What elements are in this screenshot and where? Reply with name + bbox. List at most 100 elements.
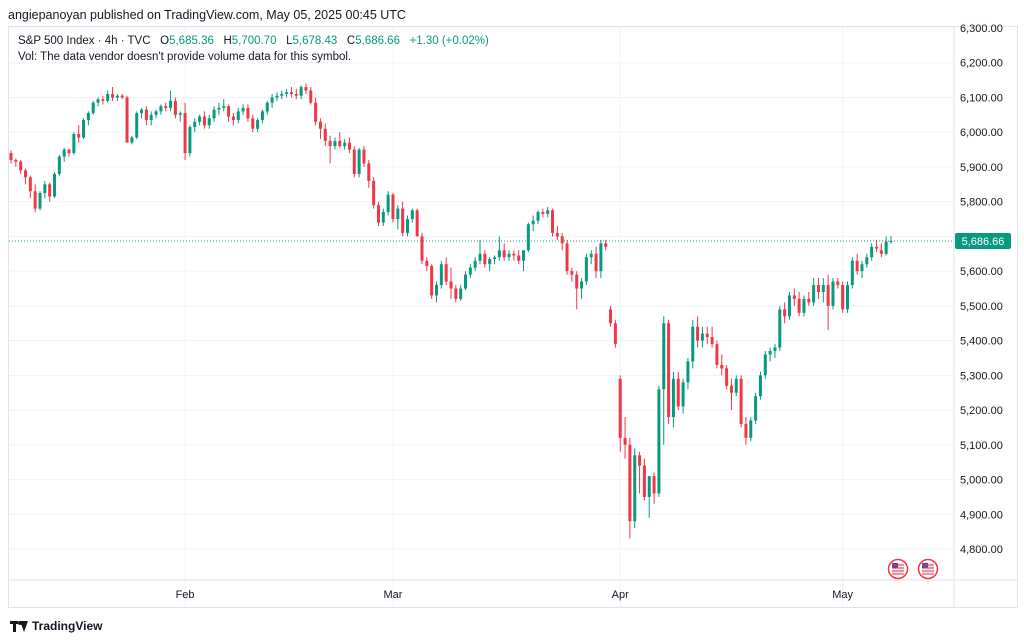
candle xyxy=(169,90,173,112)
candle xyxy=(159,104,163,115)
candle xyxy=(686,357,690,390)
candle xyxy=(464,271,468,291)
price-tick-label: 5,400.00 xyxy=(960,336,1003,348)
candle xyxy=(352,146,356,178)
candle-body xyxy=(260,111,264,121)
candle-body xyxy=(459,288,463,299)
candle xyxy=(831,278,835,310)
candle-body xyxy=(628,444,632,522)
candle xyxy=(763,351,767,379)
candle-body xyxy=(222,106,226,108)
candle xyxy=(512,250,516,261)
candle-body xyxy=(178,113,182,115)
candle-body xyxy=(841,285,845,310)
candle xyxy=(217,102,221,115)
candle-body xyxy=(72,133,76,154)
candle-body xyxy=(314,102,318,122)
candle xyxy=(62,147,66,162)
candle-body xyxy=(541,212,545,214)
candle-body xyxy=(130,137,134,143)
candle xyxy=(449,267,453,299)
candle-body xyxy=(125,97,129,143)
candle xyxy=(67,148,71,157)
candle xyxy=(38,191,42,211)
candle-body xyxy=(28,177,32,192)
candle xyxy=(497,236,501,261)
candle xyxy=(778,305,782,352)
candle-body xyxy=(855,260,859,272)
candle xyxy=(82,118,86,140)
candle xyxy=(681,378,685,414)
candle-body xyxy=(821,285,825,292)
candle xyxy=(183,102,187,160)
candle-body xyxy=(671,378,675,418)
candle-body xyxy=(96,99,100,103)
candle xyxy=(758,371,762,400)
candle xyxy=(879,243,883,258)
candle-body xyxy=(391,194,395,220)
candle xyxy=(807,291,811,306)
candle-body xyxy=(754,396,758,421)
legend-open-label: O xyxy=(160,35,170,47)
candle-body xyxy=(9,153,13,160)
candle-body xyxy=(700,333,704,341)
candle-body xyxy=(802,298,806,313)
candle xyxy=(125,95,129,143)
candle xyxy=(749,417,753,442)
candle xyxy=(604,239,608,251)
candle-body xyxy=(333,140,337,147)
candle xyxy=(526,222,530,253)
candle xyxy=(439,260,443,289)
candle-body xyxy=(763,354,767,376)
candle xyxy=(845,281,849,313)
legend-close-value: 5,686.66 xyxy=(355,35,400,47)
candle xyxy=(667,319,671,424)
candle-body xyxy=(164,106,168,108)
candle xyxy=(594,246,598,279)
candle xyxy=(821,278,825,303)
chart-frame[interactable] xyxy=(8,26,1018,608)
candle xyxy=(531,215,535,232)
time-axis: Feb Mar Apr May xyxy=(176,589,854,601)
price-axis: 6,300.00 6,200.00 6,100.00 6,000.00 5,900.00… xyxy=(960,23,1003,556)
candle-body xyxy=(483,253,487,265)
candle-body xyxy=(642,465,646,497)
price-tick-label: 5,200.00 xyxy=(960,405,1003,417)
candle-body xyxy=(638,455,642,466)
candle-body xyxy=(662,323,666,390)
candle xyxy=(289,87,293,98)
candle xyxy=(541,208,545,218)
candle xyxy=(584,253,588,286)
candle-body xyxy=(710,337,714,345)
candle-body xyxy=(657,389,661,494)
candle xyxy=(415,208,419,237)
candle-body xyxy=(405,219,409,233)
legend-low-label: L xyxy=(286,35,293,47)
candle-body xyxy=(647,476,651,497)
legend-change: +1.30 (+0.02%) xyxy=(409,35,489,47)
candle xyxy=(222,99,226,112)
candle xyxy=(270,93,274,108)
tradingview-logo-icon xyxy=(10,620,28,632)
candle-body xyxy=(870,246,874,258)
candle-body xyxy=(749,420,753,438)
candle xyxy=(207,114,211,129)
candle-body xyxy=(686,361,690,383)
candle-body xyxy=(512,253,516,256)
tradingview-brand[interactable]: TradingView xyxy=(10,618,102,634)
candle xyxy=(792,288,796,306)
candle xyxy=(812,278,816,306)
candle xyxy=(231,113,235,126)
candle-body xyxy=(246,107,250,119)
candle-body xyxy=(493,257,497,259)
candle xyxy=(9,150,13,164)
candle xyxy=(338,132,342,148)
candle xyxy=(318,118,322,140)
candle-body xyxy=(227,106,231,117)
candle xyxy=(628,437,632,539)
price-tick-label: 6,100.00 xyxy=(960,92,1003,104)
candle-body xyxy=(773,347,777,352)
candle-body xyxy=(14,159,18,162)
candle-body xyxy=(140,109,144,114)
